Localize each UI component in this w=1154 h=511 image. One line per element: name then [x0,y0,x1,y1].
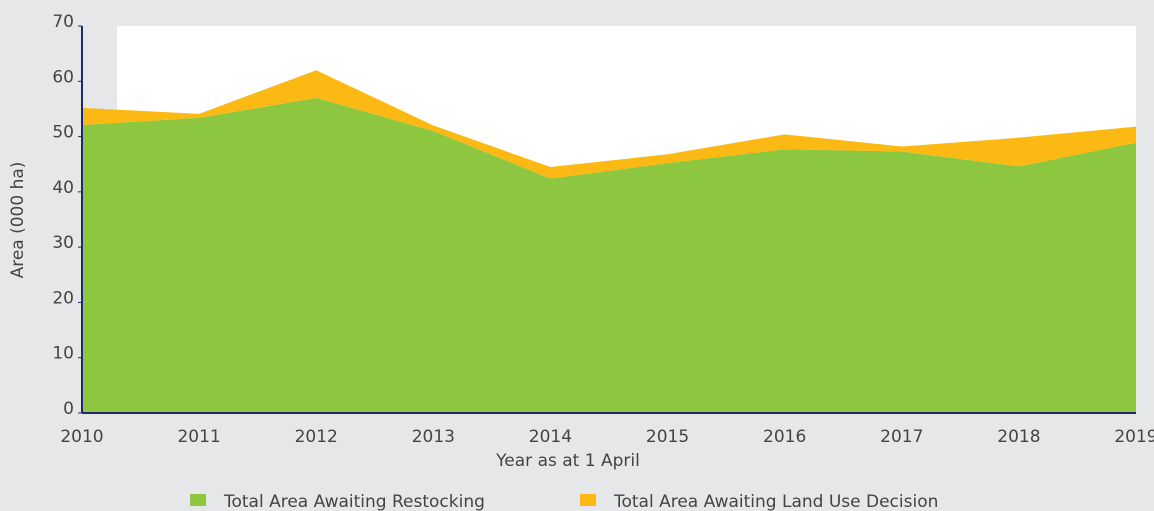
y-tick-label: 10 [52,344,74,364]
y-tick-label: 70 [52,12,74,32]
x-tick-label: 2012 [295,427,338,447]
y-tick-label: 40 [52,178,74,198]
legend-label: Total Area Awaiting Restocking [223,492,485,511]
x-tick-label: 2019 [1114,427,1154,447]
y-tick-label: 20 [52,288,74,308]
area [82,70,1136,179]
x-tick-label: 2014 [529,427,572,447]
x-tick-label: 2016 [763,427,806,447]
legend-swatch [190,494,206,506]
y-tick-label: 50 [52,123,74,143]
legend-swatch [580,494,596,506]
x-tick-label: 2015 [646,427,689,447]
y-tick-label: 30 [52,233,74,253]
x-tick-label: 2010 [60,427,103,447]
y-tick-label: 0 [63,399,74,419]
legend-label: Total Area Awaiting Land Use Decision [613,492,938,511]
x-tick-label: 2011 [177,427,220,447]
y-axis-label: Area (000 ha) [8,162,28,279]
x-tick-label: 2013 [412,427,455,447]
x-axis-label: Year as at 1 April [495,451,640,471]
y-tick-label: 60 [52,67,74,87]
area [82,97,1136,413]
x-tick-label: 2018 [997,427,1040,447]
x-tick-label: 2017 [880,427,923,447]
